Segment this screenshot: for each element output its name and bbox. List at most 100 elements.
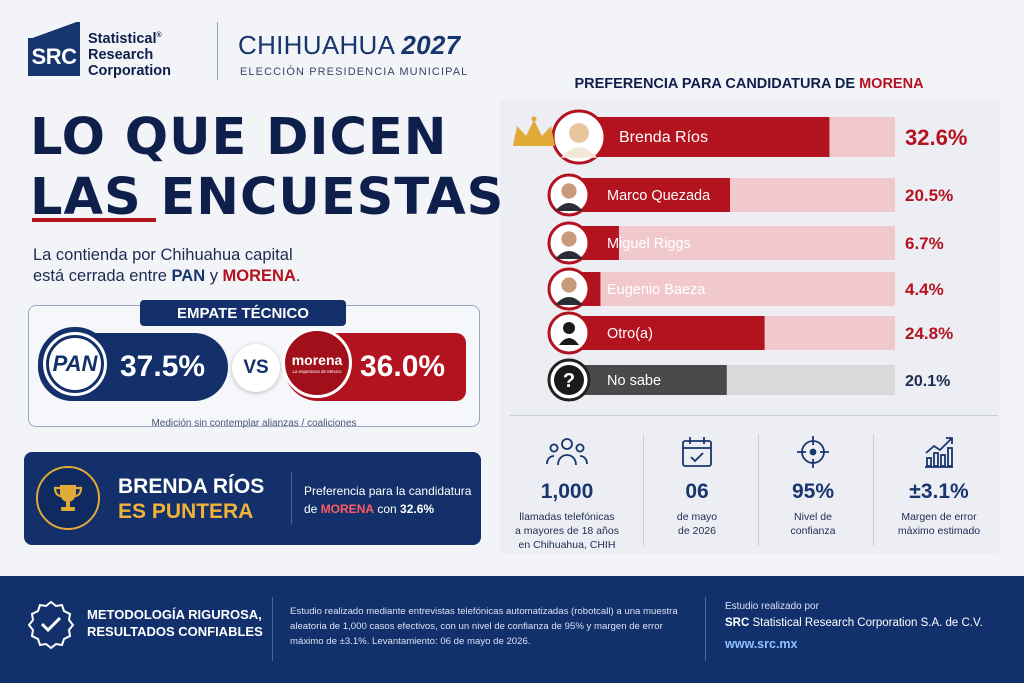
footer-url[interactable]: www.src.mx: [725, 637, 798, 651]
stat-margin-desc-2: máximo estimado: [897, 525, 981, 537]
chart-title-party: MORENA: [859, 76, 924, 92]
stat-confidence-desc-2: confianza: [790, 525, 836, 537]
stat-confidence-desc-1: Nivel de: [794, 511, 832, 523]
shoulders-icon: [555, 251, 583, 259]
bar-value-label: 32.6%: [905, 125, 967, 150]
footer-company-rest: Statistical Research Corporation S.A. de…: [749, 617, 983, 629]
people-icon: [510, 430, 624, 474]
pan-value: 37.5%: [120, 350, 206, 383]
bar: [565, 316, 765, 350]
bar-category-label: No sabe: [607, 373, 661, 389]
footer-tagline: METODOLOGÍA RIGUROSA, RESULTADOS CONFIAB…: [87, 606, 263, 640]
morena-logo-text: morena: [291, 352, 343, 368]
stat-divider: [873, 434, 874, 546]
bar-category-label: Brenda Ríos: [619, 129, 708, 146]
morena-logo-sub: La esperanza de México: [292, 369, 342, 374]
bar-value-label: 4.4%: [905, 280, 944, 299]
stat-margin-desc-1: Margen de error: [901, 511, 977, 523]
stat-date-desc-2: de 2026: [678, 525, 716, 537]
footer-divider: [705, 597, 706, 661]
person-icon: [563, 322, 575, 334]
question-icon: [554, 365, 584, 395]
question-icon-glyph: ?: [563, 370, 575, 392]
title-city: CHIHUAHUA: [238, 30, 394, 60]
bar-category-label: Miguel Riggs: [607, 236, 691, 252]
face-icon: [569, 123, 589, 143]
footer-divider: [272, 597, 273, 661]
chart-svg: Brenda Ríos 32.6% Marco Quezada 20.5% Miguel…: [513, 109, 967, 402]
check-badge-icon: [26, 599, 76, 650]
brand-line-2: Research: [88, 46, 154, 63]
morena-value: 36.0%: [360, 350, 446, 383]
chart-title-prefix: PREFERENCIA PARA CANDIDATURA DE: [574, 76, 860, 92]
stat-date: 06 de mayo de 2026: [640, 430, 754, 538]
footer-tagline-1: METODOLOGÍA RIGUROSA,: [87, 607, 262, 622]
stat-divider: [758, 434, 759, 546]
stat-date-desc-1: de mayo: [676, 511, 718, 523]
shoulders-icon: [555, 203, 583, 211]
morena-logo: morena La esperanza de México: [282, 328, 352, 398]
stat-calls: 1,000 llamadas telefónicas a mayores de …: [510, 430, 624, 552]
bar-value-label: 20.5%: [905, 186, 953, 205]
face-icon: [561, 231, 577, 247]
pan-logo-text: PAN: [46, 335, 104, 393]
bar-value-label: 20.1%: [905, 373, 950, 390]
stat-confidence-value: 95%: [791, 480, 835, 503]
puntera-desc-party: MORENA: [320, 502, 375, 516]
face-icon: [561, 277, 577, 293]
intro-morena: MORENA: [222, 267, 296, 285]
intro-end: .: [295, 267, 301, 285]
growth-chart-icon: [882, 430, 996, 474]
empate-note: Medición sin contemplar alianzas / coali…: [151, 418, 357, 429]
headline-underline: [32, 218, 156, 222]
brand-line-1: Statistical: [88, 30, 157, 47]
intro-line-2: está cerrada entre: [33, 267, 172, 285]
bar-category-label: Eugenio Baeza: [607, 282, 706, 298]
puntera-desc-1: Preferencia para la candidatura: [304, 484, 472, 498]
puntera-title-2: ES PUNTERA: [118, 500, 254, 523]
puntera-description: Preferencia para la candidatura de MOREN…: [304, 482, 471, 518]
footer-by-label: Estudio realizado por: [725, 601, 819, 612]
crown-icon-jewel: [531, 116, 537, 122]
target-icon: [756, 430, 870, 474]
bar: [565, 178, 730, 212]
header-divider: [217, 22, 218, 80]
bar-category-label: Marco Quezada: [607, 188, 711, 204]
puntera-divider: [291, 472, 292, 524]
brand-line-3: Corporation: [88, 62, 171, 79]
page-title: CHIHUAHUA 2027: [238, 30, 460, 61]
pan-logo: PAN: [38, 327, 112, 401]
stat-date-value: 06: [685, 480, 709, 503]
bar-track: [565, 272, 895, 306]
footer-company-bold: SRC: [725, 617, 750, 629]
stat-margin: ±3.1% Margen de error máximo estimado: [882, 430, 996, 538]
bar-category-label: Otro(a): [607, 326, 653, 342]
vs-badge: VS: [232, 344, 280, 392]
intro-text: La contienda por Chihuahua capital está …: [33, 245, 300, 287]
stat-calls-desc-1: llamadas telefónicas: [519, 511, 615, 523]
headline: LO QUE DICEN LAS ENCUESTAS: [30, 108, 504, 228]
person-icon-body: [559, 338, 579, 345]
bar: [575, 117, 830, 157]
puntera-title-1: BRENDA RÍOS: [118, 475, 265, 498]
bar: [565, 365, 727, 395]
chart-divider: [510, 415, 998, 416]
puntera-desc-2: de: [304, 502, 321, 516]
headline-line-1: LO QUE DICEN: [30, 108, 448, 167]
footer-methodology: Estudio realizado mediante entrevistas t…: [290, 606, 678, 647]
src-logo: SRC: [28, 22, 80, 76]
puntera-desc-3: con: [374, 502, 401, 516]
stat-margin-value: ±3.1%: [909, 480, 969, 503]
footer-tagline-2: RESULTADOS CONFIABLES: [87, 624, 263, 639]
trophy-icon: [36, 466, 100, 530]
headline-line-2: LAS ENCUESTAS: [30, 168, 505, 227]
puntera-card: [24, 452, 481, 545]
brand-name: Statistical® Research Corporation: [88, 28, 171, 79]
calendar-icon: [640, 430, 754, 474]
footer: [0, 576, 1024, 683]
stat-calls-desc-3: en Chihuahua, CHIH: [518, 539, 616, 551]
bar-chart: Brenda Ríos 32.6% Marco Quezada 20.5% Miguel…: [505, 100, 1000, 410]
bar-track: [565, 226, 895, 260]
intro-pan: PAN: [171, 267, 206, 285]
shoulders-icon: [560, 147, 598, 158]
